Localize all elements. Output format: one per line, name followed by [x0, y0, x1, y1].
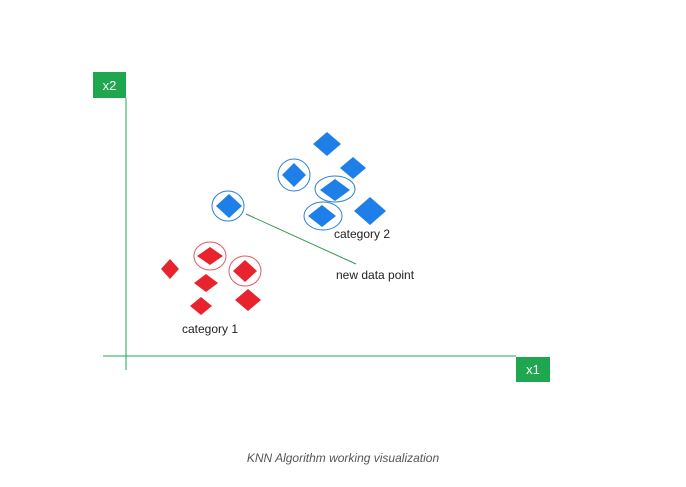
category-1-point [235, 289, 261, 311]
new-data-point [216, 194, 242, 218]
category-2-point [282, 163, 306, 187]
category-2-neighbor-ring [277, 158, 311, 192]
category-1-label: category 1 [182, 322, 239, 336]
figure-caption: KNN Algorithm working visualization [246, 451, 440, 465]
category-2-neighbor-ring [303, 201, 343, 231]
category-2-label: category 2 [334, 227, 391, 241]
category-2-point [320, 179, 350, 201]
category-2-point [354, 197, 386, 225]
x2-axis-label: x2 [93, 72, 126, 98]
category-1-point [161, 259, 179, 279]
new-data-point-label: new data point [336, 268, 415, 282]
category-1-point [197, 247, 223, 265]
category-1-point [194, 274, 218, 292]
new-point-connector-line [245, 213, 357, 265]
category-1-neighbor-ring [228, 255, 262, 287]
category-1-point [190, 297, 212, 315]
category-2-point [340, 157, 366, 179]
x1-axis-label: x1 [516, 357, 550, 382]
category-2-neighbor-ring [314, 175, 356, 203]
category-1-point [233, 260, 257, 282]
category-2-point [313, 132, 341, 156]
new-data-point-ring [211, 190, 245, 222]
category-2-point [308, 205, 336, 227]
category-1-neighbor-ring [193, 241, 227, 271]
